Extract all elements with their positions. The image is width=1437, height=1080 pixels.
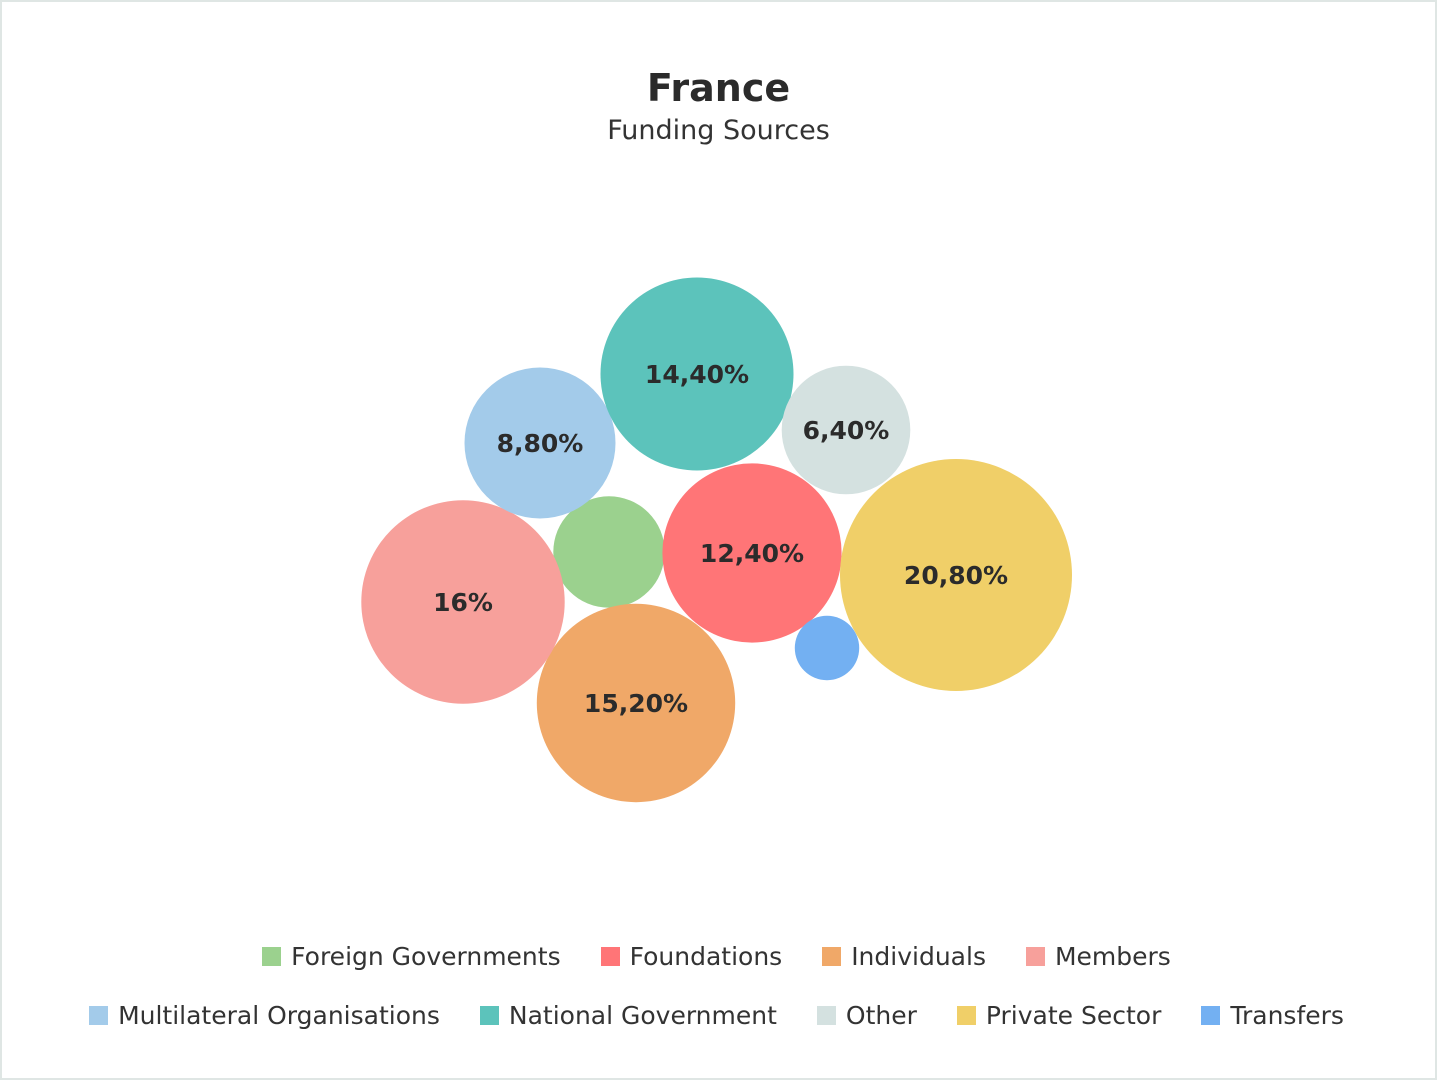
- legend-item-members[interactable]: Members: [1025, 942, 1171, 971]
- chart-title: France: [646, 66, 791, 110]
- legend-swatch: [1201, 1006, 1221, 1025]
- legend-swatch: [816, 1006, 836, 1025]
- bubble-label-foundations: 12,40%: [700, 539, 804, 568]
- bubble-foundations[interactable]: [662, 463, 842, 643]
- legend-label: Foreign Governments: [291, 942, 561, 971]
- bubble-foreign-governments[interactable]: [553, 496, 665, 608]
- legend-swatch: [600, 947, 620, 966]
- chart-subtitle: Funding Sources: [607, 115, 830, 146]
- bubble-members[interactable]: [361, 500, 565, 704]
- legend-label: Private Sector: [985, 1001, 1162, 1030]
- bubble-label-individuals: 15,20%: [584, 689, 688, 718]
- legend-swatch: [479, 1006, 499, 1025]
- legend-item-other[interactable]: Other: [816, 1001, 917, 1030]
- legend-swatch: [1025, 947, 1045, 966]
- legend-label: Multilateral Organisations: [118, 1001, 440, 1030]
- legend-item-multilateral-organisations[interactable]: Multilateral Organisations: [89, 1001, 440, 1030]
- bubble-national-government[interactable]: [600, 277, 794, 471]
- bubble-other[interactable]: [781, 365, 911, 495]
- legend-item-individuals[interactable]: Individuals: [822, 942, 986, 971]
- legend-item-foundations[interactable]: Foundations: [600, 942, 783, 971]
- legend-item-foreign-governments[interactable]: Foreign Governments: [262, 942, 561, 971]
- legend-label: Individuals: [851, 942, 986, 971]
- bubble-label-multilateral-organisations: 8,80%: [497, 429, 584, 458]
- bubble-multilateral-organisations[interactable]: [464, 367, 616, 519]
- legend-item-transfers[interactable]: Transfers: [1201, 1001, 1344, 1030]
- legend-swatch: [89, 1006, 109, 1025]
- legend-row-1: Foreign Governments Foundations Individual…: [0, 942, 1433, 971]
- bubble-individuals[interactable]: [536, 603, 736, 803]
- bubble-private-sector[interactable]: [840, 459, 1072, 691]
- legend-swatch: [956, 1006, 976, 1025]
- bubble-label-private-sector: 20,80%: [904, 561, 1008, 590]
- legend-item-national-government[interactable]: National Government: [479, 1001, 777, 1030]
- legend-swatch: [262, 947, 282, 966]
- bubble-transfers[interactable]: [794, 615, 860, 681]
- legend-label: Members: [1054, 942, 1171, 971]
- legend-label: Foundations: [629, 942, 783, 971]
- legend-label: Other: [845, 1001, 917, 1030]
- bubble-label-members: 16%: [433, 588, 493, 617]
- legend-row-2: Multilateral Organisations National Gover…: [0, 1001, 1433, 1030]
- bubble-label-other: 6,40%: [803, 416, 890, 445]
- legend-item-private-sector[interactable]: Private Sector: [956, 1001, 1162, 1030]
- legend-label: Transfers: [1230, 1001, 1344, 1030]
- legend-swatch: [822, 947, 842, 966]
- bubble-label-national-government: 14,40%: [645, 360, 749, 389]
- legend-label: National Government: [508, 1001, 777, 1030]
